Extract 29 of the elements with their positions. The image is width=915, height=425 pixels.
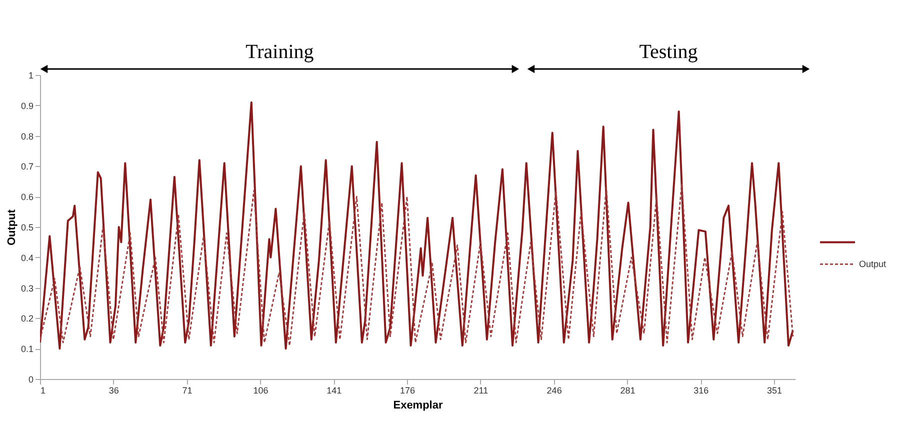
y-tick-label: 0 bbox=[28, 374, 34, 384]
y-tick-label: 0.6 bbox=[20, 192, 34, 202]
y-tick-label: 0.7 bbox=[20, 162, 34, 172]
y-tick-label: 1 bbox=[28, 70, 34, 80]
x-tick-label: 351 bbox=[767, 386, 782, 396]
x-tick-label: 106 bbox=[253, 386, 268, 396]
legend-label: Output bbox=[859, 259, 887, 270]
text: Testing bbox=[639, 41, 698, 63]
x-tick-label: 71 bbox=[182, 386, 192, 396]
x-tick-label: 246 bbox=[546, 386, 562, 396]
x-tick-label: 211 bbox=[474, 386, 488, 396]
y-tick-label: 0.3 bbox=[20, 283, 34, 294]
y-axis-title: Output bbox=[6, 209, 18, 246]
x-tick-label: 141 bbox=[326, 386, 342, 396]
x-tick-label: 1 bbox=[40, 386, 46, 396]
y-tick-label: 0.9 bbox=[20, 100, 34, 111]
x-axis-title: Exemplar bbox=[393, 400, 444, 412]
text: Training bbox=[246, 41, 314, 63]
x-tick-label: 281 bbox=[620, 386, 636, 396]
y-tick-label: 0.5 bbox=[20, 222, 34, 232]
y-tick-label: 0.1 bbox=[20, 344, 34, 354]
y-tick-label: 0.8 bbox=[20, 131, 34, 142]
y-tick-label: 0.2 bbox=[20, 314, 34, 324]
x-tick-label: 36 bbox=[108, 386, 119, 396]
y-tick-label: 0.4 bbox=[20, 252, 34, 263]
x-tick-label: 316 bbox=[694, 386, 709, 396]
line-series bbox=[40, 101, 794, 350]
line-series bbox=[40, 184, 794, 346]
x-tick-label: 176 bbox=[400, 386, 416, 396]
